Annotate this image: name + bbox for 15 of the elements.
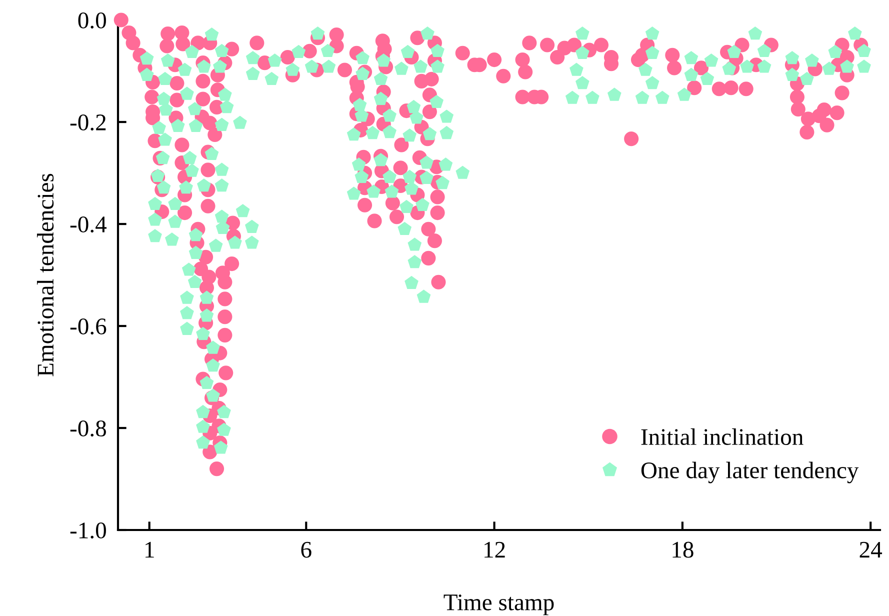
x-tick-label: 1 [146, 542, 154, 558]
legend-label: One day later tendency [641, 462, 859, 484]
y-tick-label: 0.0 [78, 12, 106, 29]
y-tick-label: -0.6 [70, 318, 106, 335]
y-tick-label: -1.0 [70, 522, 106, 539]
x-axis-title: Time stamp [444, 594, 554, 616]
y-axis-title: Emotional tendencies [36, 174, 54, 376]
x-tick-label: 18 [672, 542, 694, 558]
y-tick-label: -0.8 [70, 420, 106, 437]
legend-label: Initial inclination [641, 428, 804, 446]
x-tick-label: 24 [860, 542, 882, 558]
x-tick-label: 12 [484, 542, 505, 558]
y-tick-label: -0.2 [70, 114, 106, 131]
y-tick-label: -0.4 [70, 216, 107, 233]
x-tick-label: 6 [301, 542, 312, 558]
